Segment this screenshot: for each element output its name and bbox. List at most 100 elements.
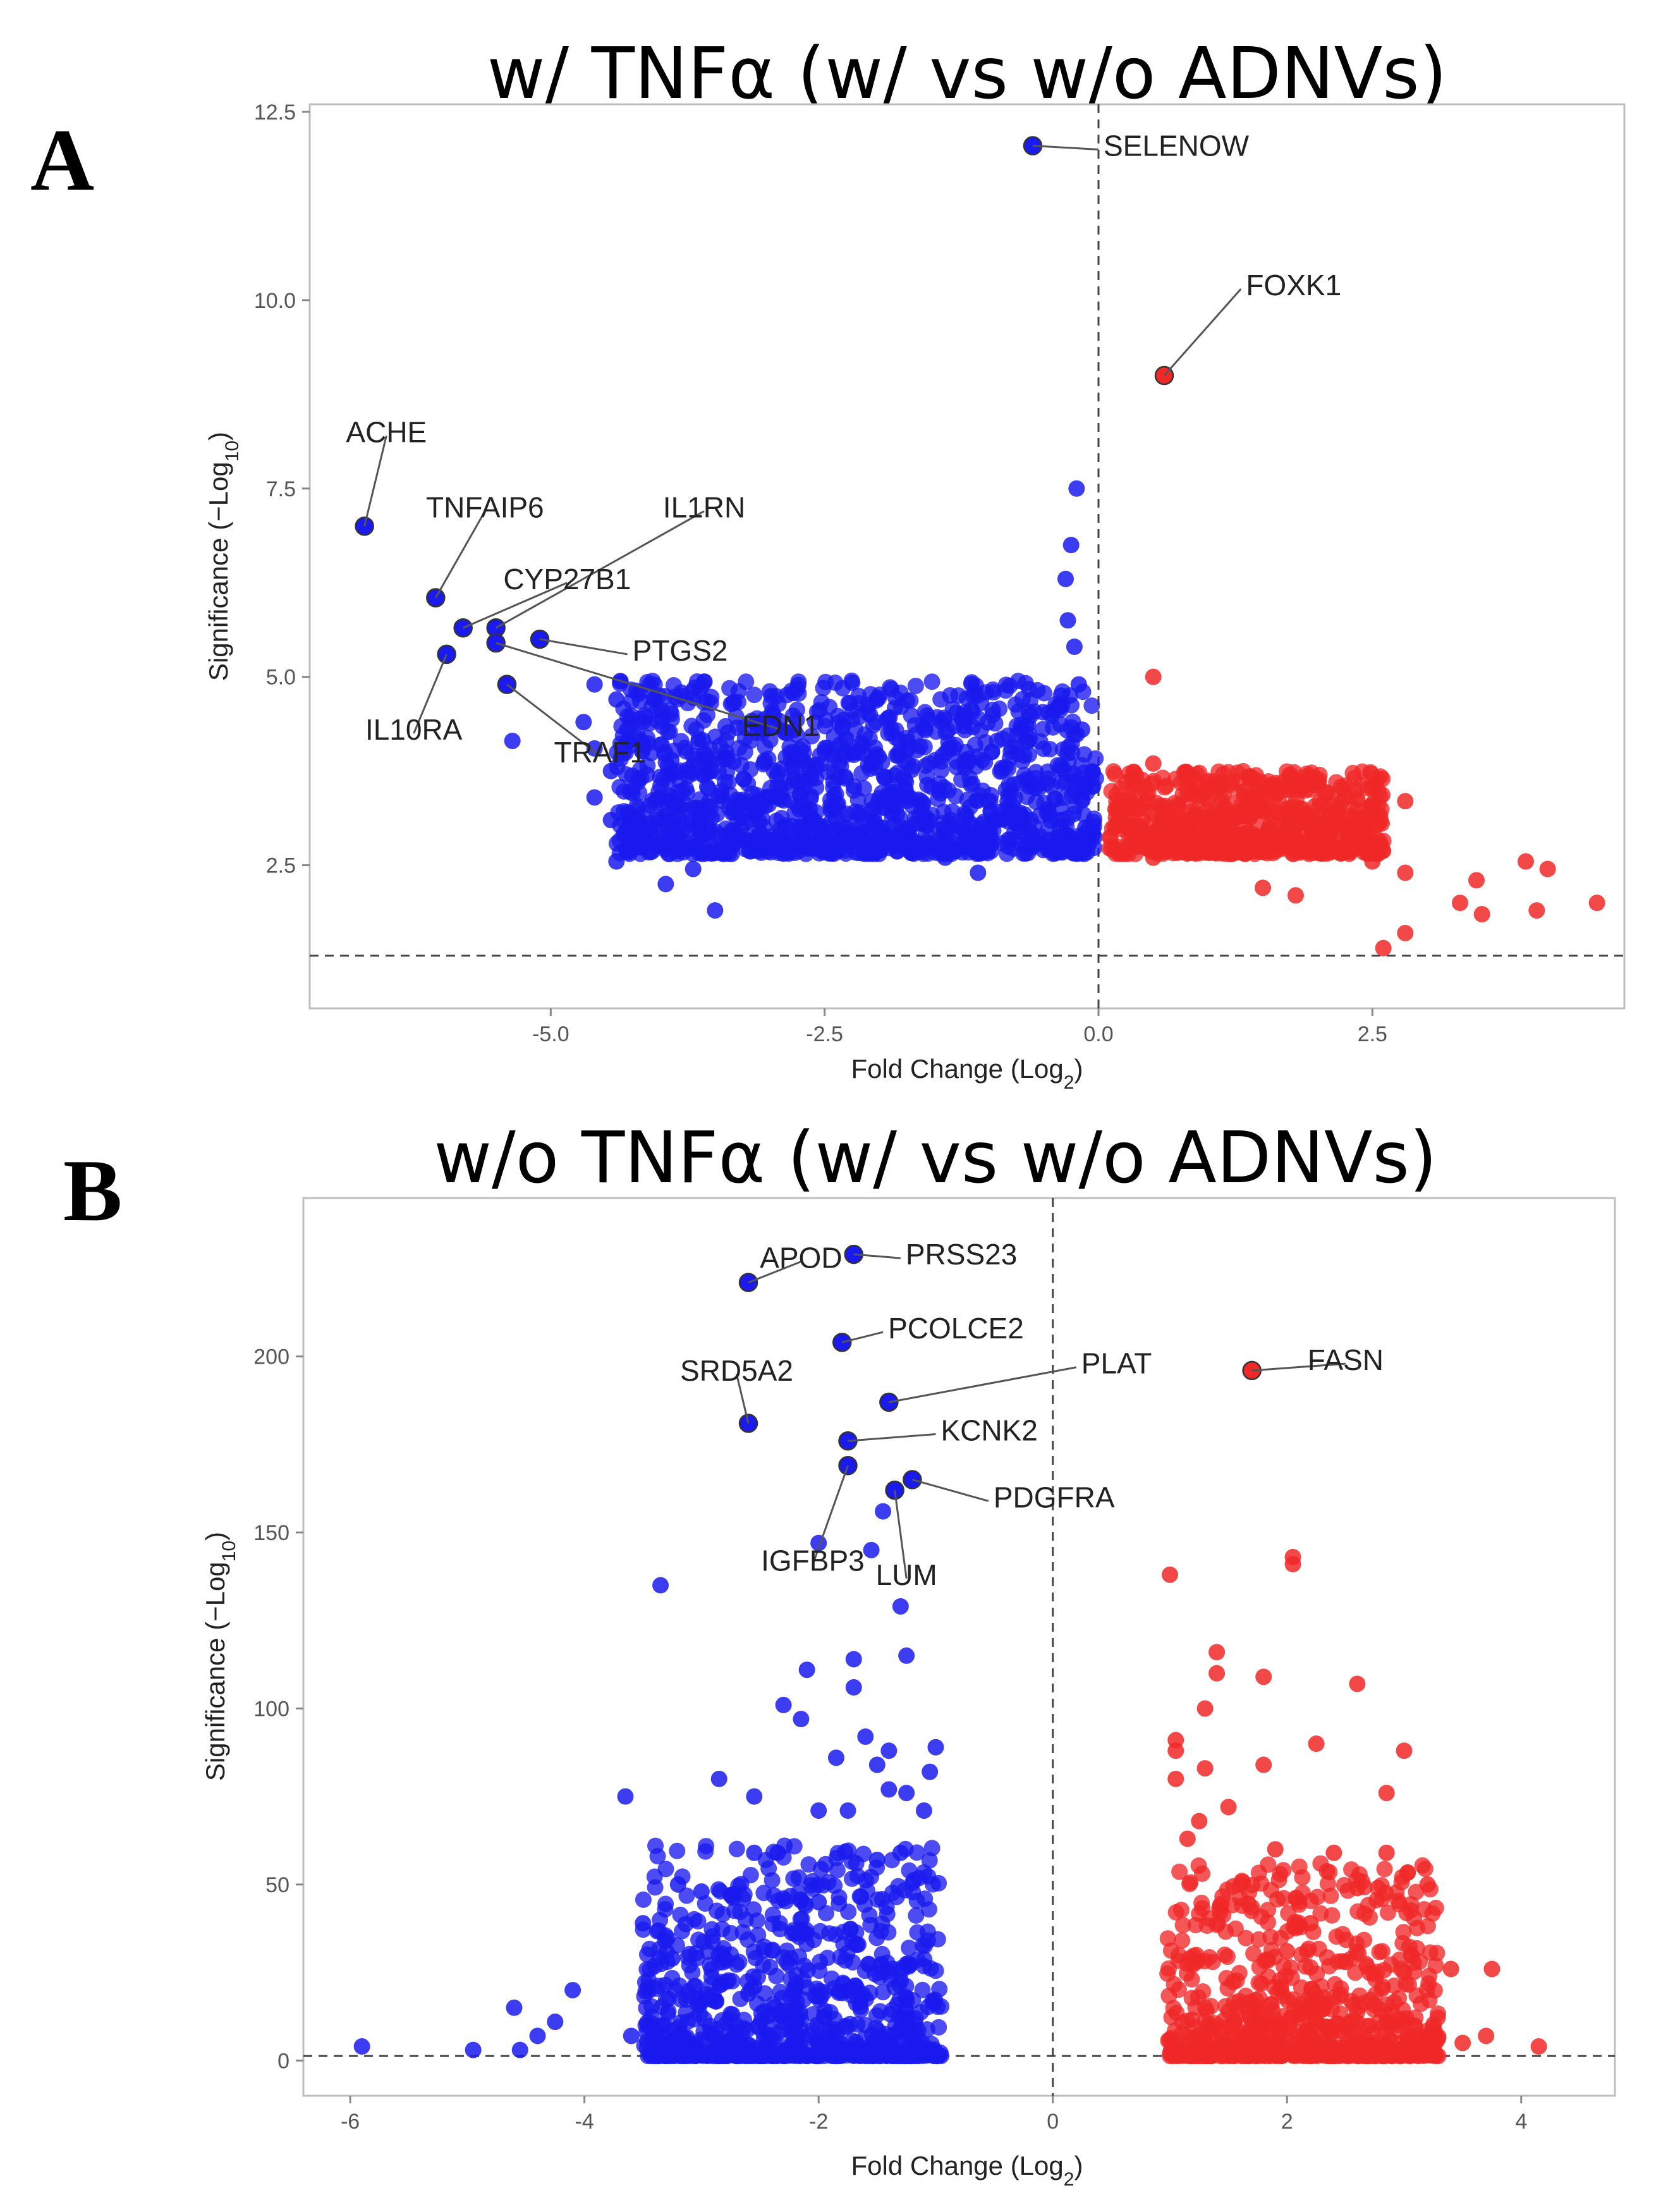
- down-point-b: [880, 1781, 898, 1798]
- up-point-b: [1245, 2031, 1262, 2048]
- gene-labels-b: APOD PRSS23 PCOLCE2 PLAT SRD5A2 KCNK2 PDGFRA IG…: [680, 1238, 1384, 1591]
- down-point-b: [798, 2048, 815, 2065]
- down-point-a: [1014, 690, 1031, 707]
- up-point-a: [1473, 906, 1490, 923]
- down-point-a: [900, 789, 917, 806]
- up-point-b: [1349, 2026, 1366, 2043]
- down-point-b: [643, 1998, 660, 2015]
- gene-label-srd5a2: SRD5A2: [680, 1354, 793, 1387]
- gene-label-selenow: SELENOW: [1104, 130, 1250, 162]
- down-point-a: [602, 762, 619, 780]
- down-point-a: [717, 743, 734, 761]
- down-point-b: [679, 1948, 697, 1966]
- down-point-a: [983, 743, 1001, 761]
- up-point-b: [1208, 1644, 1226, 1661]
- up-point-b: [1179, 1830, 1196, 1847]
- leader-pcolce2: [841, 1331, 884, 1343]
- down-point-b: [810, 1802, 827, 1819]
- panel-b: B w/o TNFα (w/ vs w/o ADNVs) -6 -4 -2 0 2 4 0 5…: [63, 1117, 1616, 2190]
- down-point-a: [805, 825, 822, 842]
- down-point-a: [586, 676, 603, 693]
- down-point-b: [669, 1842, 686, 1859]
- up-point-a: [1108, 786, 1125, 804]
- up-point-b: [1182, 1874, 1199, 1891]
- down-point-a: [622, 737, 639, 754]
- down-point-b: [902, 2046, 919, 2064]
- down-point-a: [970, 864, 987, 881]
- down-point-a: [738, 673, 755, 690]
- up-point-a: [1303, 764, 1320, 781]
- down-point-a: [710, 787, 727, 804]
- down-point-a: [739, 827, 756, 844]
- up-point-b: [1174, 1932, 1191, 1949]
- down-point-a: [884, 725, 901, 742]
- down-point-a: [1045, 719, 1062, 736]
- down-point-a: [685, 860, 702, 877]
- gene-label-tnfaip6: TNFAIP6: [426, 491, 544, 524]
- gene-label-ache: ACHE: [346, 415, 427, 448]
- up-point-b: [1396, 1964, 1413, 1981]
- down-point-a: [635, 714, 652, 731]
- down-point-a: [834, 720, 851, 737]
- up-point-b: [1359, 2048, 1376, 2065]
- axis-ticks-b: -6 -4 -2 0 2 4 0 50 100 150 200: [253, 1345, 1527, 2134]
- up-point-a: [1111, 845, 1128, 862]
- down-point-b: [775, 1890, 792, 1907]
- down-point-a: [982, 786, 999, 804]
- leader-ache: [363, 436, 387, 527]
- up-point-a: [1397, 864, 1414, 881]
- down-point-b: [867, 2019, 884, 2036]
- down-point-a: [662, 702, 679, 719]
- down-point-a: [907, 677, 924, 694]
- down-point-b: [834, 2045, 851, 2062]
- down-point-a: [1087, 750, 1104, 767]
- down-point-a: [805, 812, 822, 829]
- axis-ticks-a: -5.0 -2.5 0.0 2.5 2.5 5.0 7.5 10.0 12.5: [254, 101, 1387, 1046]
- up-point-a: [1255, 786, 1272, 803]
- down-point-b: [771, 2007, 788, 2024]
- down-point-b: [841, 2015, 858, 2033]
- up-point-b: [1167, 2043, 1184, 2060]
- up-point-b: [1211, 1900, 1228, 1917]
- down-point-b: [862, 1916, 879, 1933]
- up-point-a: [1255, 838, 1271, 855]
- gene-label-ptgs2: PTGS2: [633, 634, 728, 667]
- down-point-a: [923, 673, 940, 690]
- down-point-a: [825, 798, 842, 816]
- down-point-a: [968, 845, 985, 862]
- down-point-b: [511, 2041, 528, 2058]
- up-point-b: [1383, 2014, 1400, 2031]
- down-point-b: [635, 1915, 652, 1932]
- down-point-a: [834, 828, 851, 845]
- y-axis-label-a: Significance (−Log10): [204, 432, 243, 681]
- down-point-a: [827, 674, 844, 691]
- up-point-a: [1104, 820, 1121, 837]
- down-point-b: [709, 2030, 726, 2047]
- down-point-a: [1049, 757, 1066, 774]
- down-point-a: [944, 803, 961, 820]
- down-point-a: [823, 845, 840, 862]
- down-point-b: [640, 1983, 657, 2000]
- down-point-b: [861, 1984, 879, 2002]
- up-point-a: [1397, 793, 1414, 810]
- down-point-b: [649, 1848, 666, 1865]
- down-point-a: [710, 763, 727, 780]
- down-point-a: [1054, 741, 1071, 758]
- down-point-b: [924, 1876, 941, 1893]
- down-point-a: [696, 766, 712, 783]
- down-point-b: [722, 1886, 740, 1904]
- up-point-a: [1140, 785, 1157, 802]
- down-point-a: [1000, 838, 1017, 855]
- down-point-b: [931, 2046, 948, 2064]
- down-point-a: [875, 768, 892, 785]
- leader-traf1: [506, 683, 601, 757]
- panel-letter-b: B: [63, 1142, 122, 1240]
- up-point-b: [1399, 1864, 1416, 1881]
- down-point-b: [656, 2030, 673, 2047]
- down-point-a: [817, 718, 834, 735]
- down-point-a: [657, 876, 674, 893]
- down-point-b: [703, 1976, 720, 1993]
- up-point-b: [1260, 1856, 1277, 1873]
- up-point-a: [1375, 939, 1392, 957]
- down-point-a: [736, 743, 753, 761]
